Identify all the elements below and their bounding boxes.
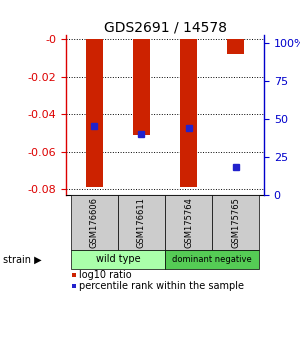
Bar — [180, 39, 197, 187]
Bar — [86, 39, 103, 187]
Bar — [72, 284, 76, 288]
Text: GSM176606: GSM176606 — [90, 196, 99, 248]
Text: wild type: wild type — [95, 254, 140, 264]
Text: dominant negative: dominant negative — [172, 255, 252, 264]
Text: percentile rank within the sample: percentile rank within the sample — [79, 281, 244, 291]
Bar — [72, 273, 76, 277]
Bar — [133, 39, 150, 135]
Text: log10 ratio: log10 ratio — [79, 270, 131, 280]
Bar — [71, 195, 118, 250]
Bar — [227, 39, 244, 54]
Text: strain ▶: strain ▶ — [3, 254, 42, 264]
Title: GDS2691 / 14578: GDS2691 / 14578 — [103, 20, 226, 34]
Bar — [118, 195, 165, 250]
Bar — [165, 250, 259, 269]
Text: GSM175764: GSM175764 — [184, 197, 193, 247]
Bar — [165, 195, 212, 250]
Bar — [71, 250, 165, 269]
Text: GSM176611: GSM176611 — [137, 197, 146, 247]
Text: GSM175765: GSM175765 — [231, 197, 240, 247]
Bar — [212, 195, 259, 250]
